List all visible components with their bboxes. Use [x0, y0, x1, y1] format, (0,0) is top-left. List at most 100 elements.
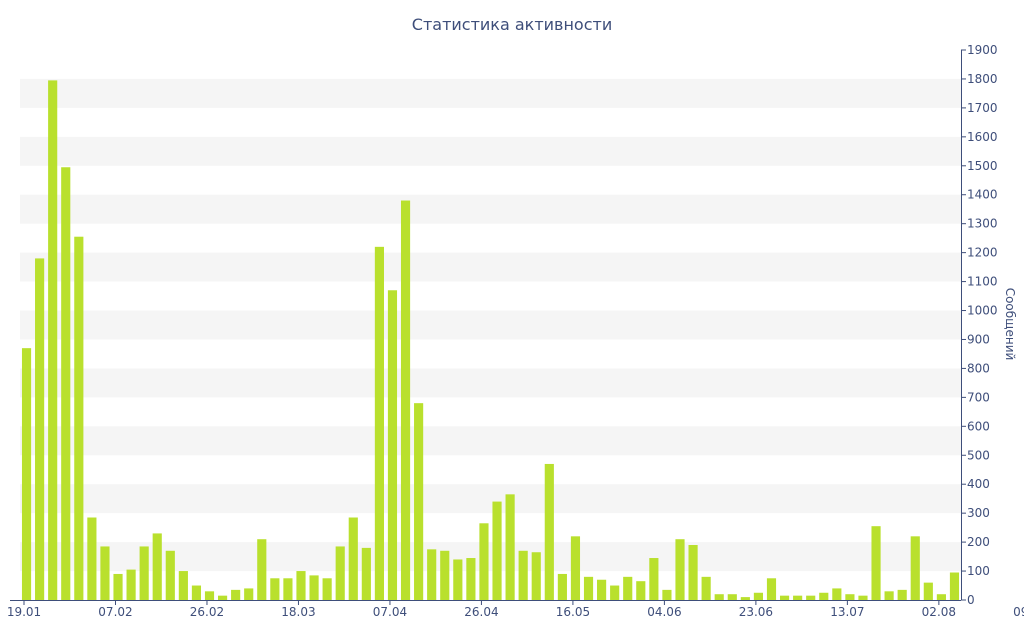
x-tick-label: 26.04	[464, 605, 498, 619]
bar	[845, 594, 855, 600]
x-tick-label: 07.02	[98, 605, 132, 619]
y-tick-label: 500	[967, 448, 990, 462]
bar	[191, 585, 202, 600]
bar	[688, 545, 698, 600]
bar	[453, 559, 463, 600]
bar	[283, 578, 293, 600]
x-tick-label: 13.07	[830, 605, 864, 619]
bar	[165, 550, 175, 600]
bar	[74, 236, 84, 600]
bar	[100, 546, 110, 600]
grid-band	[20, 194, 961, 224]
x-tick-label: 09.08	[1013, 605, 1024, 619]
y-tick-label: 700	[967, 390, 990, 404]
bar	[701, 576, 711, 600]
bar	[884, 591, 894, 600]
bar	[662, 589, 672, 600]
grid-band	[20, 368, 961, 398]
y-tick-label: 900	[967, 332, 990, 346]
bar	[178, 571, 188, 600]
grid-band	[20, 136, 961, 166]
bar	[570, 536, 581, 600]
bar	[544, 463, 554, 600]
bar	[897, 589, 907, 600]
bar	[309, 575, 319, 600]
grid-band	[20, 426, 961, 456]
grid-bands	[20, 78, 961, 572]
bar	[244, 588, 254, 600]
bar	[936, 594, 946, 600]
bar	[21, 348, 32, 600]
chart-title: Статистика активности	[412, 15, 612, 34]
bars	[21, 80, 960, 601]
grid-band	[20, 252, 961, 282]
x-tick-label: 18.03	[281, 605, 315, 619]
bar	[479, 523, 489, 600]
bar	[858, 595, 868, 600]
bar	[505, 494, 515, 600]
y-tick-label: 800	[967, 361, 990, 375]
bar	[257, 539, 267, 600]
y-axis-title: Сообщений	[1003, 288, 1017, 361]
grid-band	[20, 310, 961, 340]
bar	[270, 578, 280, 600]
bar	[61, 167, 71, 601]
grid-band	[20, 484, 961, 514]
bar	[923, 582, 933, 600]
y-tick-label: 1800	[967, 72, 998, 86]
bar	[35, 258, 45, 600]
bar	[806, 595, 816, 600]
bar	[753, 592, 763, 600]
y-tick-label: 1600	[967, 130, 998, 144]
bar	[218, 595, 228, 600]
y-tick-label: 400	[967, 477, 990, 491]
y-tick-label: 1100	[967, 275, 998, 289]
bar	[531, 552, 541, 600]
bar	[492, 501, 502, 600]
y-tick-label: 200	[967, 535, 990, 549]
bar	[231, 589, 241, 600]
bar	[335, 546, 345, 600]
bar	[793, 595, 803, 600]
x-tick-label: 19.01	[7, 605, 41, 619]
x-tick-label: 16.05	[556, 605, 590, 619]
x-tick-label: 04.06	[647, 605, 681, 619]
y-tick-label: 1400	[967, 188, 998, 202]
x-tick-label: 07.04	[373, 605, 407, 619]
bar	[636, 581, 646, 600]
bar	[766, 578, 777, 600]
bar	[832, 588, 842, 600]
bar	[557, 573, 567, 600]
bar	[48, 80, 58, 600]
bar	[348, 517, 358, 600]
bar	[427, 549, 437, 600]
bar	[949, 572, 960, 600]
bar	[414, 403, 424, 600]
y-tick-label: 1200	[967, 246, 998, 260]
x-axis: 19.01 07.02 26.02 18.03 07.04 26.04 16.05 04.06…	[7, 600, 1024, 619]
x-tick-label: 26.02	[190, 605, 224, 619]
grid-band	[20, 78, 961, 108]
bar	[126, 569, 136, 600]
bar	[400, 200, 411, 600]
bar	[87, 517, 97, 600]
bar	[675, 539, 685, 600]
y-tick-label: 300	[967, 506, 990, 520]
bar	[139, 546, 149, 600]
bar	[740, 597, 750, 600]
bar	[387, 290, 398, 600]
bar	[910, 536, 920, 600]
y-axis: 0 100 200 300 400 500 600 700 800 900 1000 1100 1200…	[961, 43, 998, 607]
y-tick-label: 1700	[967, 101, 998, 115]
bar	[518, 550, 528, 600]
bar	[649, 558, 659, 600]
bar	[204, 591, 215, 600]
bar	[322, 578, 332, 600]
bar	[296, 571, 306, 600]
y-tick-label: 1000	[967, 304, 998, 318]
y-tick-label: 100	[967, 564, 990, 578]
bar	[727, 594, 737, 600]
bar	[714, 594, 724, 600]
bar	[361, 547, 371, 600]
